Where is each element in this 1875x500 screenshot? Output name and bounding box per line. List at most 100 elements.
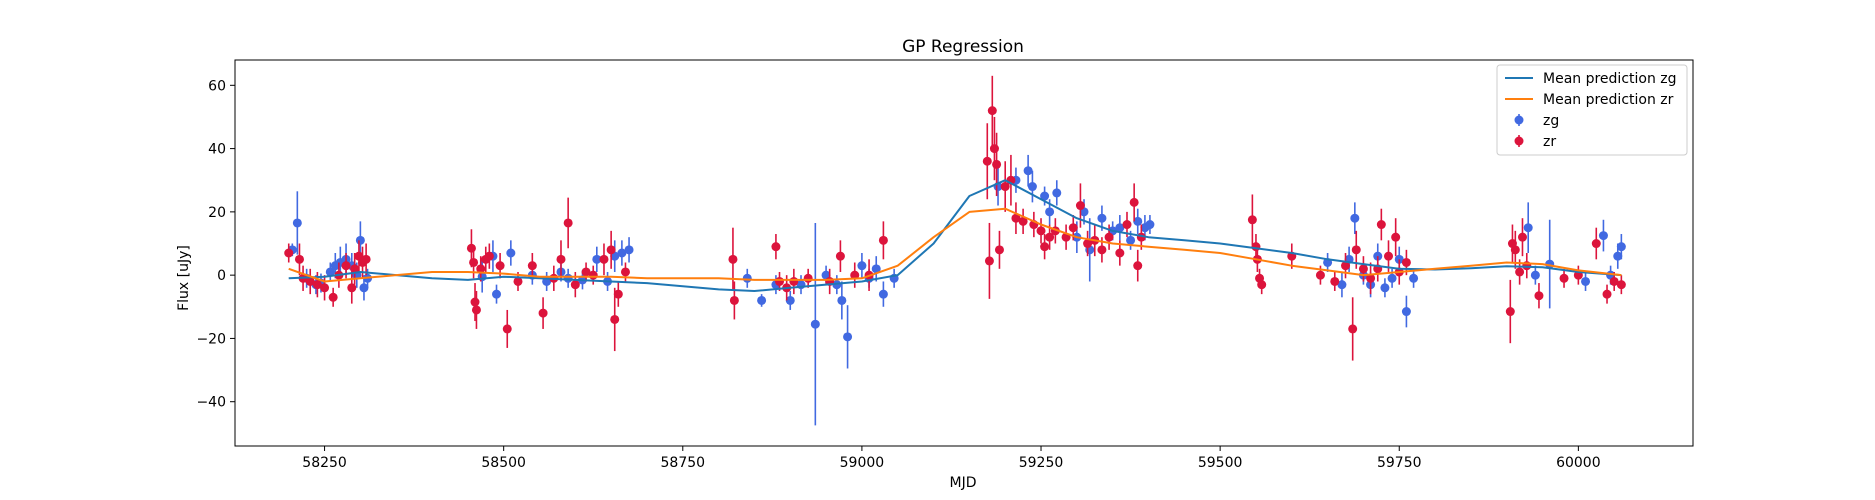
data-point-zg xyxy=(1040,191,1050,201)
data-point-zr xyxy=(1018,216,1028,226)
x-axis-label: MJD xyxy=(950,475,977,491)
data-point-zg xyxy=(1027,182,1037,192)
data-point-zr xyxy=(350,264,360,274)
data-point-zr xyxy=(495,261,505,271)
data-point-zg xyxy=(1613,251,1623,261)
data-point-zr xyxy=(1075,201,1085,211)
line-series-zg xyxy=(288,179,1622,292)
data-point-zg xyxy=(843,332,853,342)
y-tick-label: 40 xyxy=(208,142,226,158)
data-point-zr xyxy=(729,295,739,305)
data-point-zg xyxy=(1616,242,1626,252)
data-point-zr xyxy=(470,297,480,307)
data-point-zr xyxy=(610,314,620,324)
data-point-zg xyxy=(1530,270,1540,280)
data-point-zr xyxy=(1559,273,1569,283)
data-point-zg xyxy=(878,289,888,299)
data-point-zg xyxy=(1023,166,1033,176)
data-point-zr xyxy=(775,276,785,286)
data-point-zr xyxy=(1534,291,1544,301)
data-point-zr xyxy=(570,280,580,290)
data-point-zr xyxy=(556,254,566,264)
data-point-zg xyxy=(1409,273,1419,283)
data-point-zr xyxy=(1000,182,1010,192)
data-point-zg xyxy=(1598,231,1608,241)
data-point-zr xyxy=(1358,264,1368,274)
data-point-zg xyxy=(742,273,752,283)
data-point-zg xyxy=(592,254,602,264)
data-point-zg xyxy=(492,289,502,299)
legend: Mean prediction zg Mean prediction zr zg zr xyxy=(1496,64,1688,156)
x-tick-label: 58750 xyxy=(661,455,706,471)
data-point-zr xyxy=(984,256,994,266)
y-tick-label: −40 xyxy=(196,395,226,411)
data-point-zg xyxy=(1350,213,1360,223)
data-point-zr xyxy=(1517,232,1527,242)
data-point-zr xyxy=(581,267,591,277)
data-point-zg xyxy=(359,283,369,293)
data-point-zr xyxy=(728,254,738,264)
data-point-zr xyxy=(1341,261,1351,271)
data-point-zr xyxy=(527,261,537,271)
data-point-zg xyxy=(785,295,795,305)
data-point-zr xyxy=(484,251,494,261)
data-point-zr xyxy=(341,261,351,271)
data-point-zr xyxy=(803,273,813,283)
data-point-zg xyxy=(1052,188,1062,198)
data-point-zr xyxy=(1391,232,1401,242)
y-tick-label: 20 xyxy=(208,205,226,221)
data-point-zg xyxy=(506,248,516,258)
data-point-zg xyxy=(1387,273,1397,283)
data-point-zg xyxy=(1126,235,1136,245)
data-point-zg xyxy=(857,261,867,271)
plot-frame xyxy=(234,59,1694,447)
data-point-zr xyxy=(835,251,845,261)
data-point-zg xyxy=(1045,207,1055,217)
data-point-zr xyxy=(987,106,997,116)
data-point-zg xyxy=(355,235,365,245)
data-point-zg xyxy=(292,218,302,228)
data-point-zr xyxy=(1133,261,1143,271)
y-tick-label: −20 xyxy=(196,331,226,347)
data-point-zr xyxy=(1115,248,1125,258)
data-point-zg xyxy=(837,295,847,305)
data-point-zr xyxy=(1045,232,1055,242)
data-point-zr xyxy=(476,264,486,274)
data-point-zr xyxy=(538,308,548,318)
data-point-zr xyxy=(1247,215,1257,225)
data-point-zr xyxy=(1068,223,1078,233)
y-tick-label: 0 xyxy=(217,268,226,284)
data-point-zr xyxy=(305,276,315,286)
data-point-zr xyxy=(284,248,294,258)
data-point-zg xyxy=(1581,276,1591,286)
data-point-zg xyxy=(1523,223,1533,233)
x-tick-label: 59500 xyxy=(1198,455,1243,471)
legend-swatch-zg xyxy=(1514,115,1524,125)
data-point-zr xyxy=(469,257,479,267)
data-point-zr xyxy=(1040,242,1050,252)
data-point-zg xyxy=(1380,283,1390,293)
data-point-zr xyxy=(1366,273,1376,283)
data-point-zr xyxy=(1376,220,1386,230)
data-point-zr xyxy=(1510,245,1520,255)
data-point-zr xyxy=(1011,213,1021,223)
data-point-zr xyxy=(471,305,481,315)
data-point-zr xyxy=(361,254,371,264)
x-tick-label: 60000 xyxy=(1556,455,1601,471)
data-point-zr xyxy=(1348,324,1358,334)
data-point-zr xyxy=(1036,226,1046,236)
data-point-zr xyxy=(513,276,523,286)
x-tick-label: 59250 xyxy=(1019,455,1064,471)
data-point-zr xyxy=(1616,280,1626,290)
x-tick-label: 59000 xyxy=(840,455,885,471)
data-point-zg xyxy=(1133,216,1143,226)
data-point-zr xyxy=(502,324,512,334)
data-point-zr xyxy=(992,159,1002,169)
data-point-zr xyxy=(771,242,781,252)
data-point-zg xyxy=(1337,280,1347,290)
data-point-zr xyxy=(320,283,330,293)
data-point-zg xyxy=(757,295,767,305)
data-point-zr xyxy=(294,254,304,264)
